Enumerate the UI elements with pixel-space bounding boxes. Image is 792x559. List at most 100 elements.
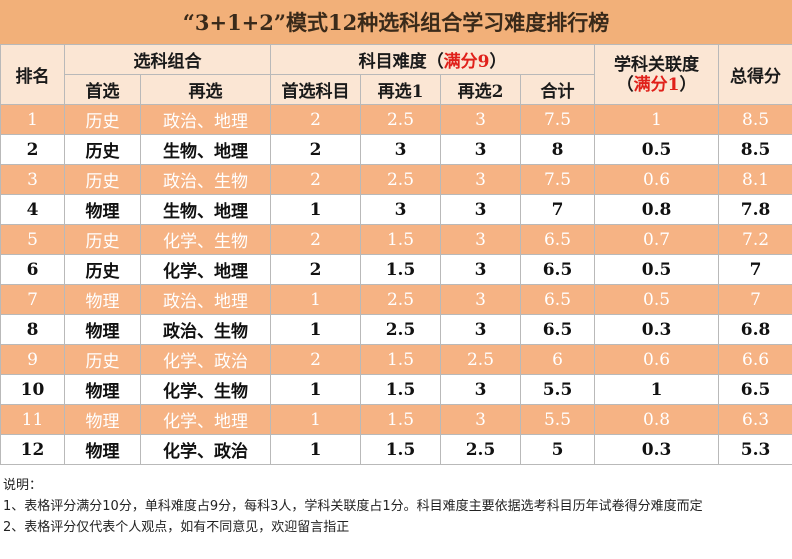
relevance-cell: 0.5: [594, 254, 720, 285]
score-cell: 6.6: [718, 344, 792, 375]
first-difficulty-cell: 1: [270, 194, 361, 225]
notes: 说明： 1、表格评分满分10分，单科难度占9分，每科3人，学科关联度占1分。科目…: [3, 475, 789, 538]
total-difficulty-cell: 7.5: [519, 104, 596, 135]
first-subject-cell: 历史: [64, 104, 141, 135]
score-cell: 7: [718, 254, 792, 285]
header-rank: 排名: [0, 44, 65, 105]
first-subject-cell: 物理: [64, 194, 141, 225]
total-difficulty-cell: 6: [519, 344, 596, 375]
table-row: 5 历史 化学、生物 2 1.5 3 6.5 0.7 7.2: [0, 224, 792, 255]
header-second: 再选: [140, 74, 271, 105]
rank-cell: 12: [0, 434, 65, 465]
header-score: 总得分: [718, 44, 792, 105]
total-difficulty-cell: 7: [519, 194, 596, 225]
second2-difficulty-cell: 3: [440, 104, 521, 135]
first-subject-cell: 物理: [64, 374, 141, 405]
first-difficulty-cell: 2: [270, 254, 361, 285]
second1-difficulty-cell: 2.5: [360, 104, 441, 135]
second-subjects-cell: 政治、生物: [140, 314, 271, 345]
table-title: “3+1+2”模式12种选科组合学习难度排行榜: [0, 0, 792, 44]
first-difficulty-cell: 2: [270, 344, 361, 375]
score-cell: 5.3: [718, 434, 792, 465]
table-row: 7 物理 政治、地理 1 2.5 3 6.5 0.5 7: [0, 284, 792, 315]
second2-difficulty-cell: 3: [440, 374, 521, 405]
score-cell: 7: [718, 284, 792, 315]
total-difficulty-cell: 7.5: [519, 164, 596, 195]
total-difficulty-cell: 6.5: [519, 314, 596, 345]
relevance-cell: 0.6: [594, 164, 720, 195]
second1-difficulty-cell: 1.5: [360, 344, 441, 375]
table-row: 3 历史 政治、生物 2 2.5 3 7.5 0.6 8.1: [0, 164, 792, 195]
second2-difficulty-cell: 2.5: [440, 434, 521, 465]
relevance-cell: 1: [594, 374, 720, 405]
table-row: 9 历史 化学、政治 2 1.5 2.5 6 0.6 6.6: [0, 344, 792, 375]
first-subject-cell: 物理: [64, 404, 141, 435]
rank-cell: 8: [0, 314, 65, 345]
total-difficulty-cell: 6.5: [519, 284, 596, 315]
first-subject-cell: 历史: [64, 134, 141, 165]
rank-cell: 2: [0, 134, 65, 165]
first-subject-cell: 历史: [64, 254, 141, 285]
header-difficulty-prefix: 科目难度（: [358, 52, 444, 72]
relevance-cell: 0.7: [594, 224, 720, 255]
total-difficulty-cell: 6.5: [519, 254, 596, 285]
first-difficulty-cell: 2: [270, 104, 361, 135]
second-subjects-cell: 化学、生物: [140, 224, 271, 255]
second-subjects-cell: 生物、地理: [140, 194, 271, 225]
second1-difficulty-cell: 3: [360, 134, 441, 165]
relevance-cell: 0.8: [594, 194, 720, 225]
table-row: 12 物理 化学、政治 1 1.5 2.5 5 0.3 5.3: [0, 434, 792, 465]
first-difficulty-cell: 2: [270, 164, 361, 195]
second2-difficulty-cell: 3: [440, 224, 521, 255]
rank-cell: 5: [0, 224, 65, 255]
table-row: 8 物理 政治、生物 1 2.5 3 6.5 0.3 6.8: [0, 314, 792, 345]
second-subjects-cell: 政治、生物: [140, 164, 271, 195]
score-cell: 8.1: [718, 164, 792, 195]
score-cell: 8.5: [718, 104, 792, 135]
first-difficulty-cell: 1: [270, 434, 361, 465]
second2-difficulty-cell: 3: [440, 254, 521, 285]
header-combo: 选科组合: [64, 44, 271, 75]
header-total: 合计: [519, 74, 596, 105]
table-row: 11 物理 化学、地理 1 1.5 3 5.5 0.8 6.3: [0, 404, 792, 435]
notes-line-2: 2、表格评分仅代表个人观点，如有不同意见，欢迎留言指正: [3, 520, 350, 535]
second-subjects-cell: 政治、地理: [140, 104, 271, 135]
first-subject-cell: 物理: [64, 434, 141, 465]
total-difficulty-cell: 5.5: [519, 404, 596, 435]
second1-difficulty-cell: 1.5: [360, 224, 441, 255]
table-body: 1 历史 政治、地理 2 2.5 3 7.5 1 8.5 2 历史 生物、地理 2 3 3 8 0.5 8.5 3 历…: [0, 104, 792, 465]
relevance-cell: 0.3: [594, 314, 720, 345]
second1-difficulty-cell: 1.5: [360, 404, 441, 435]
header-second1: 再选1: [360, 74, 441, 105]
total-difficulty-cell: 5.5: [519, 374, 596, 405]
relevance-cell: 0.3: [594, 434, 720, 465]
rank-cell: 9: [0, 344, 65, 375]
score-cell: 7.2: [718, 224, 792, 255]
header-relevance-max: （满分1）: [616, 74, 697, 95]
second2-difficulty-cell: 3: [440, 404, 521, 435]
second1-difficulty-cell: 2.5: [360, 284, 441, 315]
score-cell: 7.8: [718, 194, 792, 225]
relevance-cell: 1: [594, 104, 720, 135]
second2-difficulty-cell: 3: [440, 134, 521, 165]
second-subjects-cell: 化学、生物: [140, 374, 271, 405]
ranking-table: 排名 选科组合 科目难度（满分9） 学科关联度 （满分1） 总得分 首选 再选 …: [0, 44, 792, 465]
first-subject-cell: 历史: [64, 224, 141, 255]
header-first-subject: 首选科目: [270, 74, 361, 105]
first-subject-cell: 历史: [64, 164, 141, 195]
second-subjects-cell: 化学、政治: [140, 434, 271, 465]
rank-cell: 6: [0, 254, 65, 285]
second1-difficulty-cell: 2.5: [360, 314, 441, 345]
table-row: 4 物理 生物、地理 1 3 3 7 0.8 7.8: [0, 194, 792, 225]
score-cell: 8.5: [718, 134, 792, 165]
first-subject-cell: 物理: [64, 284, 141, 315]
second-subjects-cell: 化学、地理: [140, 404, 271, 435]
rank-cell: 1: [0, 104, 65, 135]
first-difficulty-cell: 1: [270, 404, 361, 435]
relevance-cell: 0.8: [594, 404, 720, 435]
table-row: 1 历史 政治、地理 2 2.5 3 7.5 1 8.5: [0, 104, 792, 135]
second2-difficulty-cell: 2.5: [440, 344, 521, 375]
second-subjects-cell: 化学、政治: [140, 344, 271, 375]
second2-difficulty-cell: 3: [440, 284, 521, 315]
first-difficulty-cell: 2: [270, 224, 361, 255]
